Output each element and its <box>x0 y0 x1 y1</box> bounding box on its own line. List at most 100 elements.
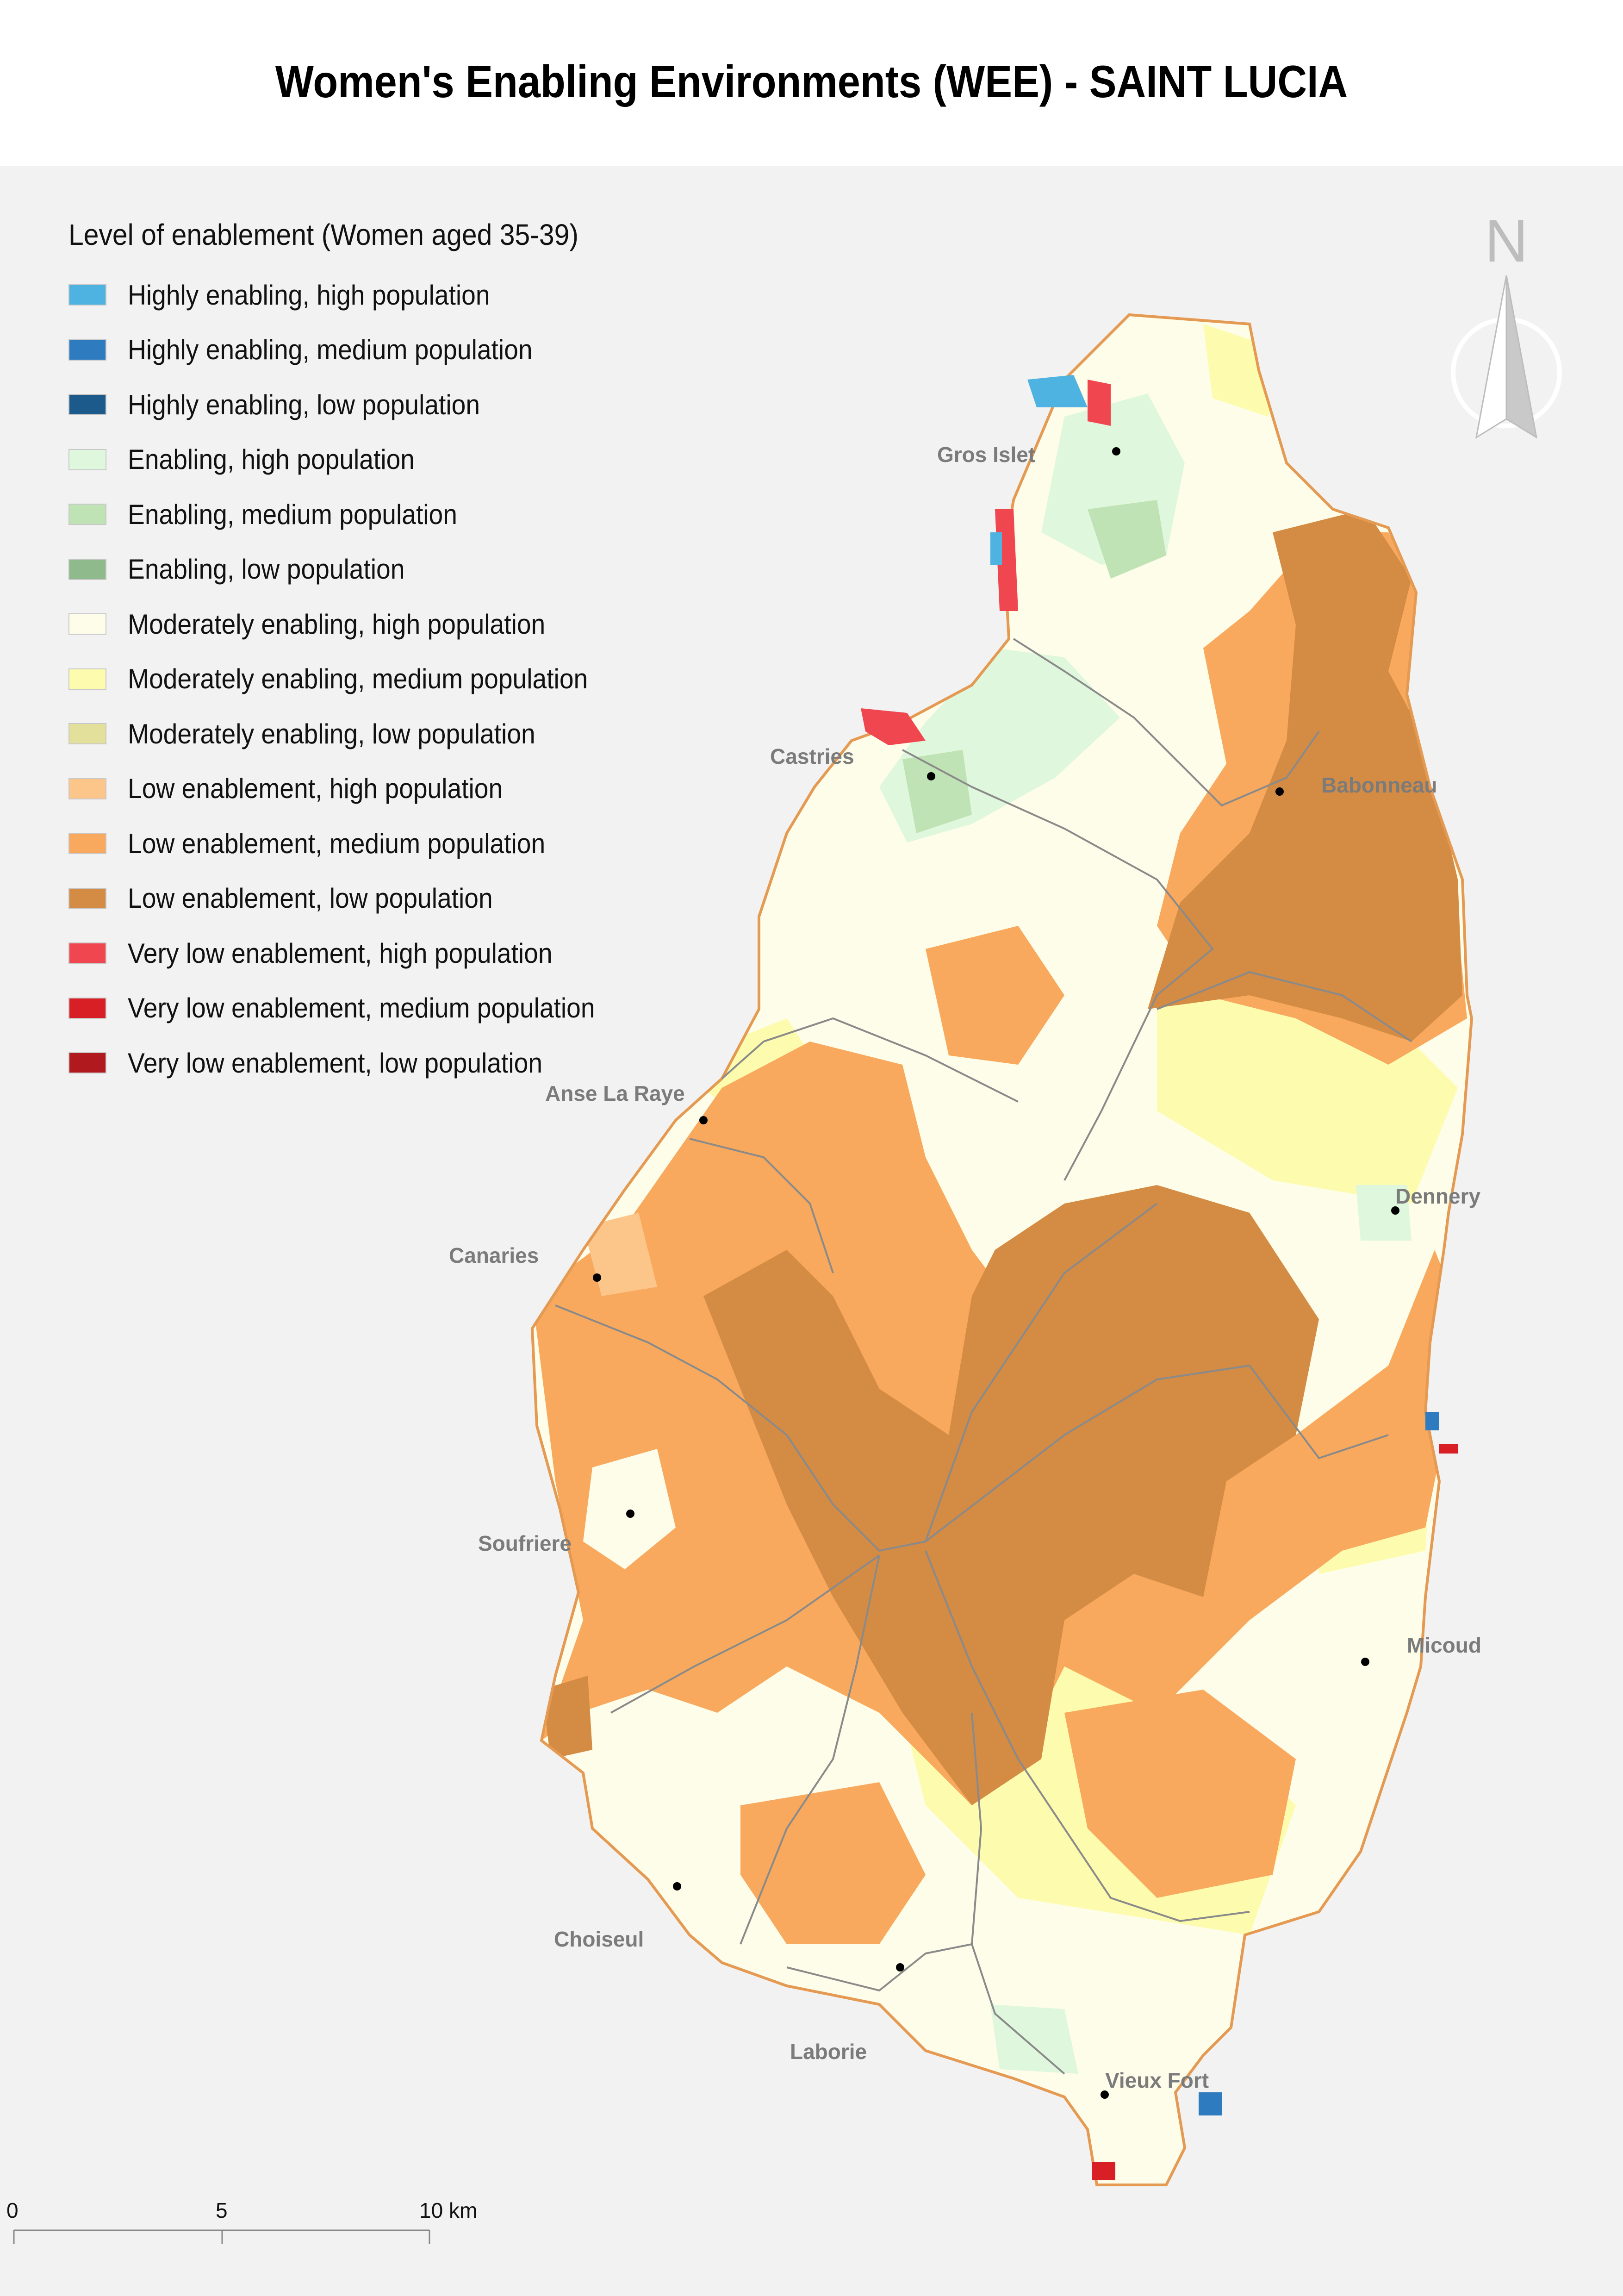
scale-label-0: 0 <box>6 2198 19 2222</box>
legend-swatch <box>68 449 106 470</box>
title-band <box>0 0 1623 166</box>
place-label: Castries <box>770 744 854 768</box>
legend-item: Low enablement, high population <box>68 761 635 817</box>
zone-enabling-medium-gros-islet <box>1088 500 1166 579</box>
zone-highly-enabling-high-gros-islet <box>1027 375 1088 407</box>
zone-highly-enabling-high-north-coast <box>990 532 1002 565</box>
legend-items: Highly enabling, high population Highly e… <box>68 268 635 1091</box>
place-label: Micoud <box>1407 1633 1481 1657</box>
legend-item: Moderately enabling, high population <box>68 597 635 652</box>
road-micoud-central <box>925 1364 1389 1542</box>
zone-low-enablement-medium-choiseul <box>740 1782 926 1944</box>
road-anse-la-raye <box>721 1017 1019 1103</box>
zone-low-enablement-high-canaries <box>583 1213 657 1296</box>
legend-item: Moderately enabling, medium population <box>68 652 635 707</box>
legend-item: Enabling, low population <box>68 542 635 597</box>
legend-item: Very low enablement, low population <box>68 1036 635 1091</box>
legend-item: Low enablement, medium population <box>68 816 635 871</box>
zone-low-enablement-low-southwest <box>541 1676 592 1759</box>
zone-low-enablement-medium-south-east <box>1064 1690 1296 1898</box>
legend: Level of enablement (Women aged 35-39) H… <box>68 218 635 1091</box>
town-dot-canaries <box>593 1273 601 1282</box>
north-arrow: N <box>1449 207 1564 451</box>
zone-highly-enabling-medium-vieux-fort <box>1199 2092 1222 2115</box>
road-west-coast <box>689 1138 834 1273</box>
zone-enabling-medium-castries <box>902 750 972 833</box>
legend-label: Moderately enabling, low population <box>128 718 535 749</box>
zone-very-low-high-castries <box>861 708 926 745</box>
legend-label: Highly enabling, high population <box>128 279 490 311</box>
legend-label: Low enablement, high population <box>128 773 503 805</box>
legend-title: Level of enablement (Women aged 35-39) <box>68 218 578 251</box>
legend-label: Very low enablement, high population <box>128 937 553 969</box>
legend-swatch <box>68 887 106 909</box>
north-arrow-icon: N <box>1451 207 1562 439</box>
road-castries-babonneau <box>1013 638 1320 807</box>
road-laborie <box>786 1943 972 1992</box>
legend-swatch <box>68 339 106 361</box>
legend-label: Enabling, medium population <box>128 499 457 530</box>
legend-swatch <box>68 558 106 580</box>
legend-label: Low enablement, low population <box>128 883 493 914</box>
north-arrow-right-half <box>1505 275 1538 439</box>
place-labels: Gros Islet Castries Babonneau Anse La Ra… <box>449 443 1481 2092</box>
zone-enabling-high-vieux-fort <box>990 2004 1078 2074</box>
legend-swatch <box>68 613 106 635</box>
place-label: Vieux Fort <box>1105 2068 1209 2092</box>
zone-very-low-high-gros-islet <box>1088 380 1111 426</box>
place-label: Canaries <box>449 1243 539 1267</box>
legend-item: Enabling, high population <box>68 432 635 487</box>
legend-swatch <box>68 1052 106 1074</box>
island-choropleth <box>532 315 1472 2185</box>
road-choiseul <box>740 1555 880 1945</box>
legend-label: Very low enablement, low population <box>128 1047 543 1079</box>
legend-item: Low enablement, low population <box>68 871 635 926</box>
zone-very-low-medium-vieux-fort <box>1092 2162 1115 2180</box>
scale-label-5: 5 <box>216 2198 228 2222</box>
legend-label: Highly enabling, medium population <box>128 334 533 366</box>
town-dot-choiseul <box>673 1882 681 1890</box>
legend-swatch <box>68 668 106 690</box>
zone-low-enablement-medium-north-central <box>926 926 1064 1065</box>
scale-bar <box>13 2229 430 2244</box>
town-dot-dennery <box>1391 1206 1399 1215</box>
road-soufriere-south <box>610 1554 880 1714</box>
legend-swatch <box>68 778 106 799</box>
legend-label: Low enablement, medium population <box>128 828 546 859</box>
legend-item: Highly enabling, high population <box>68 268 635 323</box>
place-label: Laborie <box>790 2040 867 2064</box>
legend-label: Very low enablement, medium population <box>128 992 595 1024</box>
town-dot-anse-la-raye <box>699 1116 708 1124</box>
legend-swatch <box>68 394 106 416</box>
town-dot-babonneau <box>1275 787 1284 796</box>
legend-label: Moderately enabling, medium population <box>128 663 588 695</box>
north-arrow-left-half <box>1475 275 1507 439</box>
zone-low-enablement-low-central <box>703 1185 1319 1805</box>
legend-label: Moderately enabling, high population <box>128 608 546 640</box>
zone-low-enablement-low-babonneau <box>1148 509 1462 1042</box>
place-label: Babonneau <box>1321 773 1437 797</box>
place-label: Anse La Raye <box>545 1081 685 1105</box>
roads <box>555 638 1412 2075</box>
place-label: Dennery <box>1395 1184 1480 1208</box>
legend-item: Moderately enabling, low population <box>68 706 635 761</box>
zone-very-low-medium-east <box>1439 1444 1458 1454</box>
legend-swatch <box>68 833 106 855</box>
legend-swatch <box>68 942 106 964</box>
legend-label: Enabling, low population <box>128 554 405 585</box>
town-dot-micoud <box>1361 1658 1369 1666</box>
place-label: Soufriere <box>478 1531 572 1555</box>
legend-item: Very low enablement, high population <box>68 926 635 981</box>
legend-item: Very low enablement, medium population <box>68 981 635 1036</box>
map-title: Women's Enabling Environments (WEE) - SA… <box>275 56 1348 107</box>
place-label: Choiseul <box>554 1927 644 1951</box>
legend-item: Highly enabling, medium population <box>68 323 635 378</box>
town-dot-laborie <box>896 1963 904 1972</box>
legend-swatch <box>68 997 106 1019</box>
legend-swatch <box>68 723 106 745</box>
legend-swatch <box>68 284 106 306</box>
legend-item: Highly enabling, low population <box>68 377 635 432</box>
road-soufriere-central <box>555 1203 1158 1552</box>
road-dennery <box>1157 971 1412 1042</box>
